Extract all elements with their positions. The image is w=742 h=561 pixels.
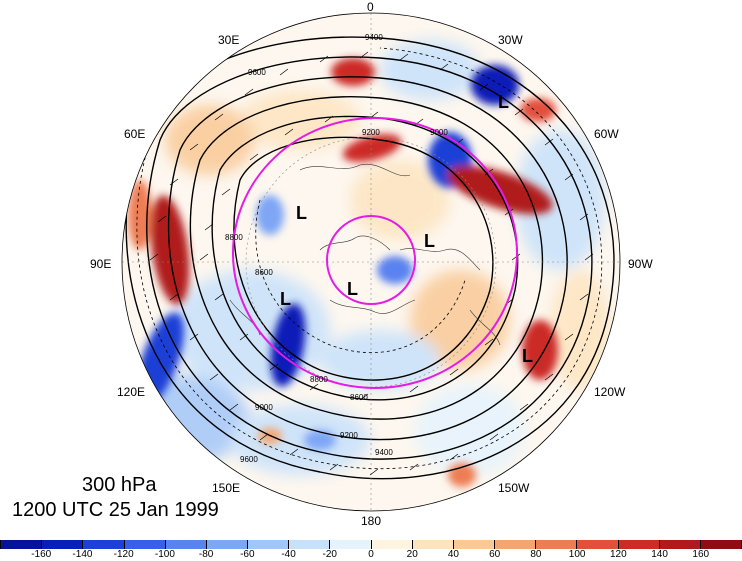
low-marker: L [296,203,307,223]
colorbar-tick-label: -80 [198,549,214,560]
low-marker: L [280,289,291,309]
colorbar-tick-label: 80 [530,549,542,560]
colorbar-tick-label: -40 [281,549,296,560]
positive-anomaly [522,320,558,380]
outer-magenta-ring [232,117,518,389]
colorbar-tick-label: 20 [406,549,418,560]
negative-anomaly [377,256,413,284]
colorbar [0,540,742,549]
contour-label: 9000 [255,403,273,412]
wind-barbs [149,51,594,476]
colorbar-segment [659,540,701,549]
contour-label: 9600 [248,68,266,77]
colorbar-segment [206,540,249,549]
colorbar-tick-label: 100 [568,549,586,560]
lon-label-150e: 150E [212,481,241,495]
low-marker: L [424,231,435,251]
colorbar-segment [618,540,660,549]
contour-label: 9400 [365,33,383,42]
lon-label-90w: 90W [628,257,653,271]
lon-label-0: 0 [367,0,374,14]
colorbar-segment [248,540,290,549]
contour-label: 9600 [240,455,258,464]
shading-layer [122,13,620,511]
colorbar-segment [83,540,125,549]
colorbar-segment [536,540,578,549]
magenta-rings [232,117,518,389]
colorbar-tick-label: 160 [692,549,710,560]
colorbar-tick-label: 40 [447,549,459,560]
lon-label-30w: 30W [498,33,523,47]
colorbar-tick-label: 0 [368,549,374,560]
lon-label-90e: 90E [90,257,112,271]
height-contours [125,36,615,480]
lon-label-60e: 60E [124,127,146,141]
colorbar-segment [165,540,207,549]
colorbar-segment [453,540,496,549]
contour-label: 9400 [375,448,393,457]
colorbar-tick-label: -20 [322,549,337,560]
negative-anomaly [256,195,284,235]
positive-anomaly [331,58,375,86]
positive-anomaly [520,98,556,122]
colorbar-tick-label: 140 [651,549,668,560]
contour-label: 8800 [225,233,243,242]
lon-label-30e: 30E [218,33,240,47]
colorbar-segment [289,540,331,549]
colorbar-segment [371,540,413,549]
colorbar-segment [700,540,742,549]
low-marker: L [522,346,533,366]
colorbar-segment [124,540,166,549]
contour-labels: 9400 9200 9000 8800 8600 8600 8800 9000 … [225,33,448,464]
dashed-contours [136,47,603,470]
lon-label-120e: 120E [117,385,146,399]
low-marker: L [347,279,358,299]
colorbar-tick-label: -160 [31,549,52,560]
valid-time-caption: 1200 UTC 25 Jan 1999 [12,499,219,521]
contour-label: 9000 [430,128,448,137]
map-boundary [121,12,621,512]
colorbar-segment [412,540,454,549]
colorbar-segment [0,540,43,549]
contour-label: 8600 [255,268,273,277]
contour-label: 8800 [310,375,328,384]
lon-label-120w: 120W [594,385,626,399]
colorbar-tick-label: 120 [609,549,627,560]
negative-anomaly [471,65,519,105]
colorbar-tick-label: -140 [72,549,93,560]
colorbar-tick-label: -100 [154,549,175,560]
colorbar-tick-label: -120 [113,549,134,560]
colorbar-tick-label: -60 [240,549,255,560]
positive-anomaly [128,180,152,250]
contour-label: 8600 [350,393,368,402]
colorbar-segment [577,540,619,549]
colorbar-segment [330,540,372,549]
pressure-level-caption: 300 hPa [82,474,157,496]
colorbar-segment [42,540,84,549]
lon-label-60w: 60W [594,127,619,141]
negative-anomaly [304,430,336,450]
low-marker: L [498,92,509,112]
colorbar-segment [495,540,537,549]
contour-label: 9200 [340,431,358,440]
inner-magenta-ring [326,215,416,305]
contour-label: 9200 [362,128,380,137]
lon-label-150w: 150W [498,481,530,495]
colorbar-tick-label: 60 [489,549,501,560]
low-markers: L L L L L L [280,92,533,366]
lon-label-180: 180 [361,514,382,528]
